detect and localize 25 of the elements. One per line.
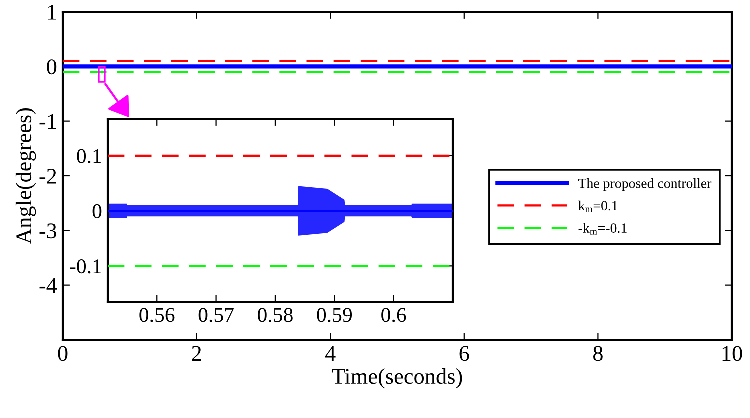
y-tick-label: -1 [40,114,56,130]
x-tick-label: 2 [192,346,202,361]
legend-label: k$_{m}$=0.1 [578,200,618,212]
y-tick-label: 0.1 [77,149,102,164]
x-tick-label: 0.56 [140,308,175,322]
y-tick-label: 0 [47,60,57,75]
x-tick-label: 8 [593,346,603,362]
x-axis-title: Time(seconds) [332,368,462,389]
x-tick-label: 0 [58,346,68,362]
legend-label: The proposed controller [578,178,712,192]
x-tick-label: 4 [325,346,336,361]
x-tick-label: 10 [722,346,742,362]
legend-label: -k$_{m}$=-0.1 [578,223,627,235]
y-tick-label: -2 [40,168,56,184]
y-axis-title: Angle(degrees) [16,108,36,244]
y-tick-label: -0.1 [70,260,102,274]
y-tick-label: -4 [40,278,58,294]
x-tick-label: 0.57 [198,308,234,322]
x-tick-label: 0.58 [258,308,293,322]
x-tick-label: 6 [460,346,470,362]
y-tick-label: 0 [92,204,102,218]
y-tick-label: -3 [40,224,57,239]
x-tick-label: 0.6 [382,308,406,322]
x-tick-label: 0.59 [317,308,352,322]
y-tick-label: 1 [48,5,56,20]
